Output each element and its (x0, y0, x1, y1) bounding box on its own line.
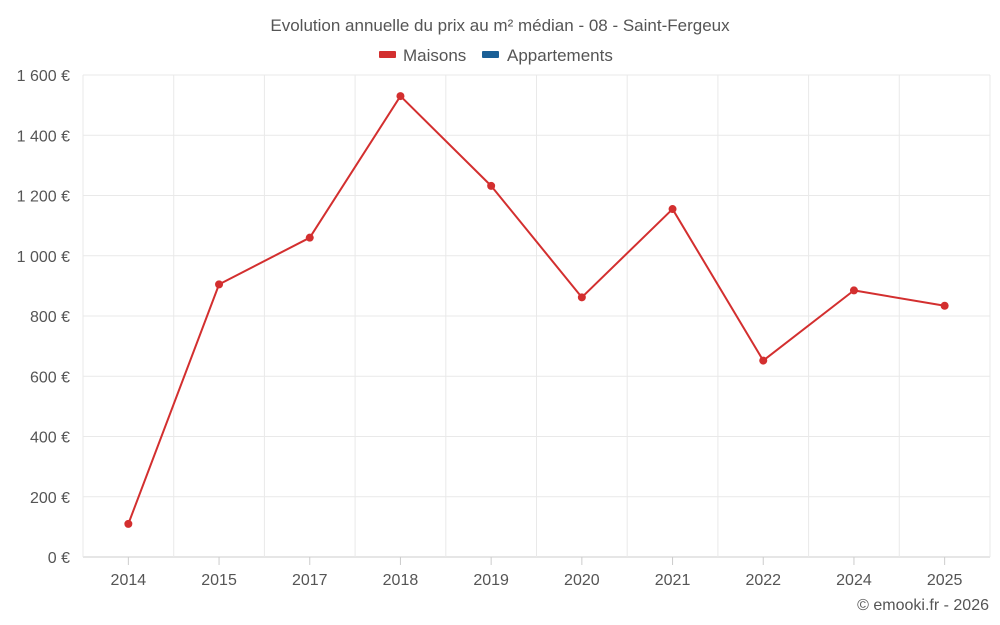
series-line-maisons (127, 95, 945, 525)
data-point[interactable] (124, 519, 133, 528)
x-axis: 2014 2015 2017 2018 2019 2020 2021 2022 2024 2025 (111, 557, 963, 589)
legend-swatch-appartements (482, 51, 499, 58)
grid (82, 74, 991, 558)
x-tick-label: 2020 (564, 572, 600, 589)
data-point[interactable] (940, 301, 949, 310)
y-axis: 0 € 200 € 400 € 600 € 800 € 1 000 € 1 200 € 1 4… (17, 68, 70, 567)
chart-title: Evolution annuelle du prix au m² médian … (270, 16, 730, 35)
x-tick-label: 2014 (111, 572, 147, 589)
y-tick-label: 1 000 € (17, 249, 70, 266)
legend-item-maisons[interactable]: Maisons (379, 46, 466, 65)
data-point[interactable] (668, 205, 677, 214)
x-tick-label: 2021 (655, 572, 691, 589)
y-tick-label: 600 € (30, 369, 70, 386)
data-point[interactable] (215, 280, 224, 289)
x-tick-label: 2015 (201, 572, 237, 589)
legend-item-appartements[interactable]: Appartements (482, 46, 613, 65)
data-point[interactable] (577, 293, 586, 302)
legend: Maisons Appartements (379, 46, 613, 65)
y-tick-label: 1 600 € (17, 68, 70, 85)
y-tick-label: 400 € (30, 430, 70, 447)
data-point[interactable] (487, 181, 496, 190)
x-tick-label: 2024 (836, 572, 872, 589)
legend-label-maisons: Maisons (403, 46, 466, 65)
x-tick-label: 2022 (745, 572, 781, 589)
y-tick-label: 1 200 € (17, 189, 70, 206)
y-tick-label: 0 € (48, 550, 70, 567)
x-tick-label: 2019 (473, 572, 509, 589)
credit: © emooki.fr - 2026 (857, 597, 989, 614)
y-tick-label: 200 € (30, 490, 70, 507)
legend-label-appartements: Appartements (507, 46, 613, 65)
data-point[interactable] (849, 286, 858, 295)
series-maisons (124, 92, 949, 528)
legend-swatch-maisons (379, 51, 396, 58)
x-tick-label: 2017 (292, 572, 328, 589)
data-point[interactable] (759, 356, 768, 365)
data-point[interactable] (305, 233, 314, 242)
data-point[interactable] (396, 92, 405, 101)
y-tick-label: 1 400 € (17, 128, 70, 145)
x-tick-label: 2018 (383, 572, 419, 589)
y-tick-label: 800 € (30, 309, 70, 326)
x-tick-label: 2025 (927, 572, 963, 589)
